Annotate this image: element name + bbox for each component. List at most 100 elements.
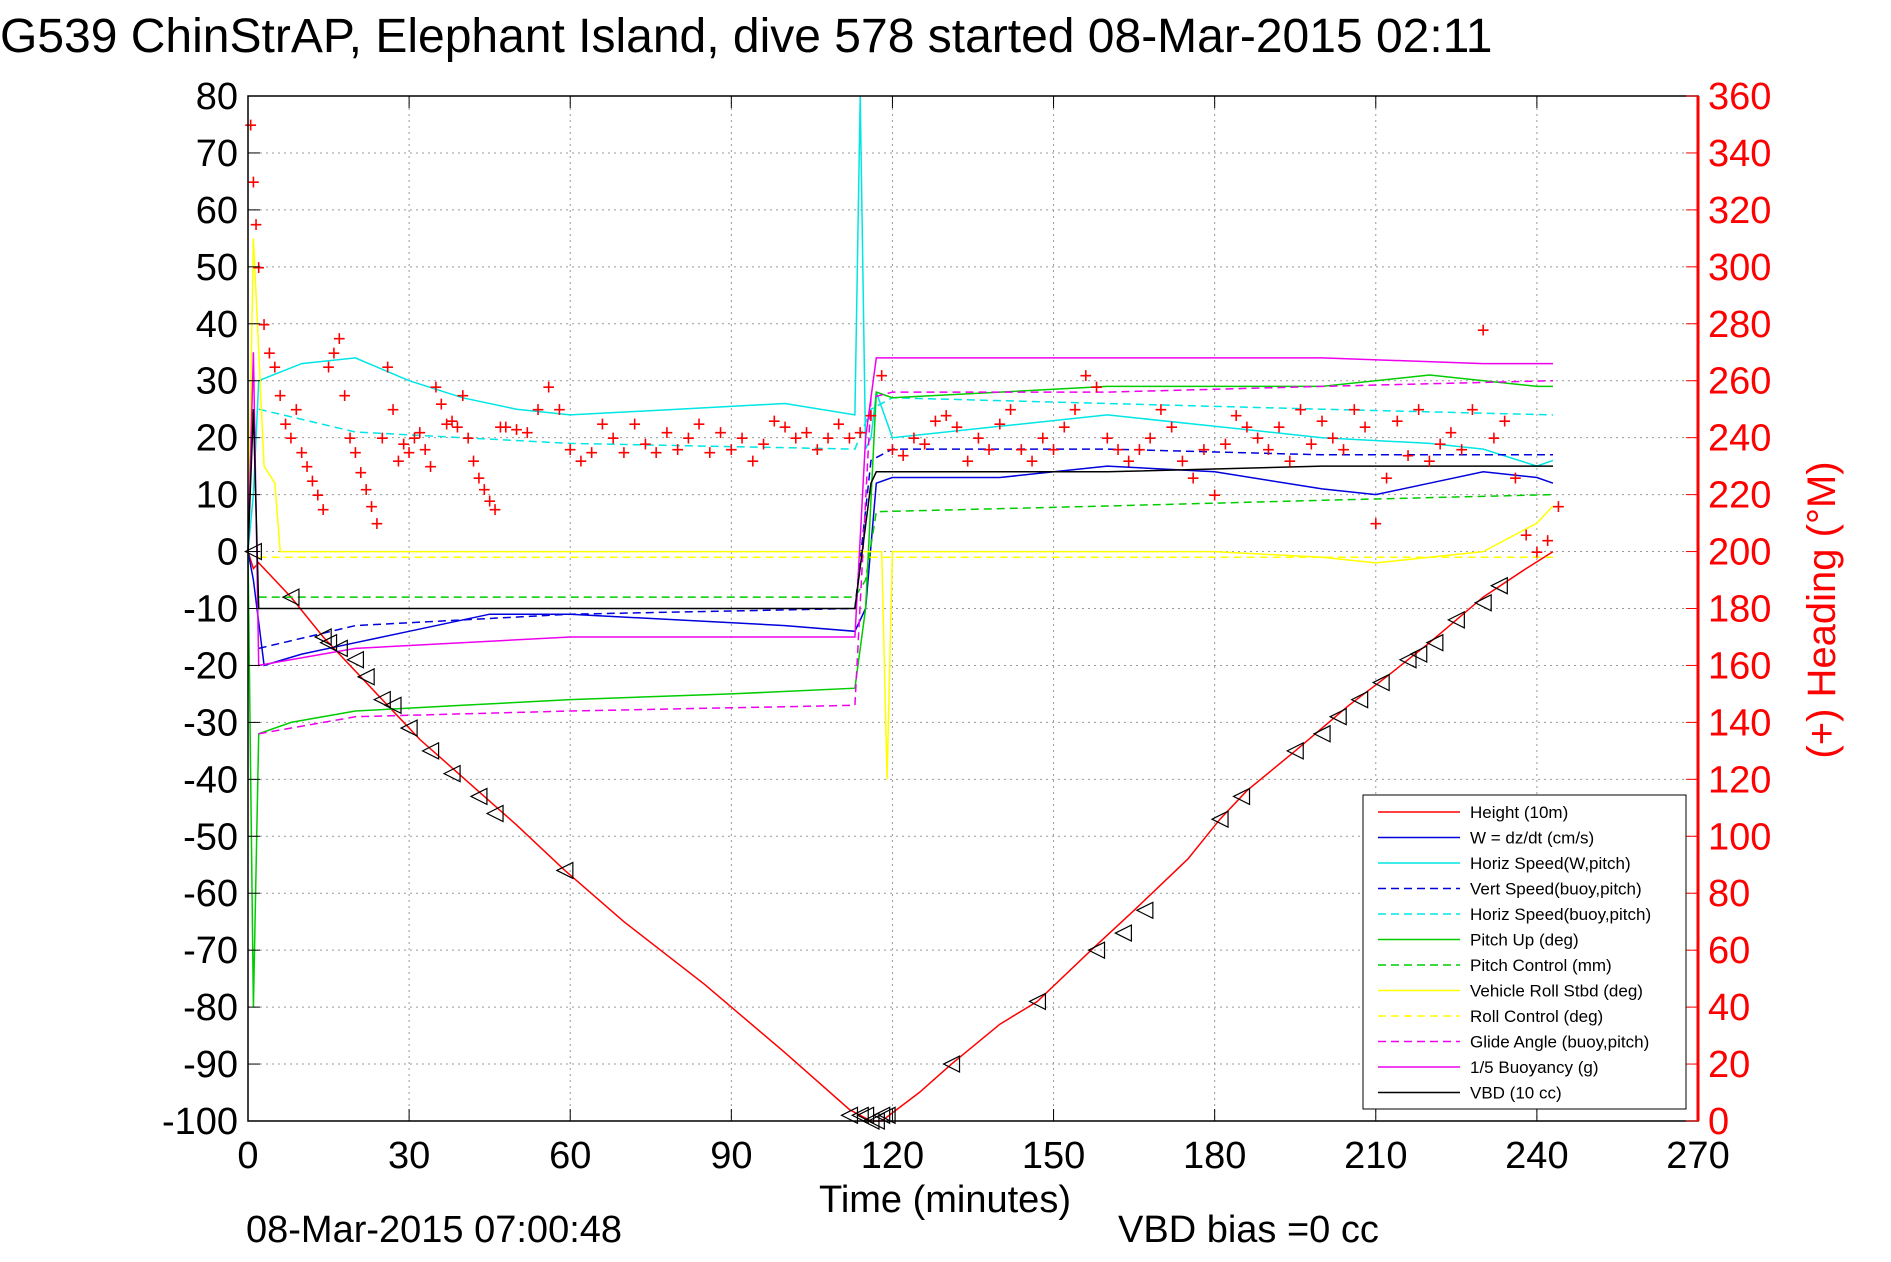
- heading-point: +: [639, 431, 652, 456]
- heading-point: +: [376, 426, 389, 451]
- height-marker: [1312, 724, 1331, 743]
- heading-point: +: [1015, 437, 1028, 462]
- heading-point: +: [1112, 437, 1125, 462]
- x-tick-label: 210: [1344, 1135, 1407, 1177]
- y-tick-label: 70: [196, 133, 238, 175]
- right-y-tick-label: 240: [1708, 418, 1771, 460]
- heading-point: +: [1165, 414, 1178, 439]
- heading-point: +: [1176, 448, 1189, 473]
- heading-point: +: [327, 340, 340, 365]
- height-marker: [1409, 645, 1428, 664]
- heading-point: +: [306, 468, 319, 493]
- heading-point: +: [1326, 426, 1339, 451]
- heading-point: +: [360, 477, 373, 502]
- y-tick-label: 10: [196, 475, 238, 517]
- series-line-6: [258, 493, 1554, 598]
- heading-point: +: [365, 494, 378, 519]
- heading-point: +: [387, 397, 400, 422]
- height-marker: [372, 690, 391, 709]
- heading-point: +: [1283, 448, 1296, 473]
- heading-point: +: [1036, 426, 1049, 451]
- height-marker: [399, 719, 418, 738]
- heading-point: +: [510, 417, 523, 442]
- height-marker: [850, 1106, 869, 1125]
- heading-point: +: [886, 437, 899, 462]
- heading-point: +: [682, 426, 695, 451]
- heading-point: +: [1348, 397, 1361, 422]
- heading-layer: ++++++++++++++++++++++++++++++++++++++++…: [244, 112, 1565, 564]
- x-tick-label: 0: [237, 1135, 258, 1177]
- heading-point: +: [268, 354, 281, 379]
- heading-point: +: [843, 426, 856, 451]
- heading-point: +: [1026, 448, 1039, 473]
- series-line-9: [258, 379, 1554, 735]
- footer-vbd-bias: VBD bias =0 cc: [1118, 1209, 1379, 1251]
- x-tick-label: 240: [1505, 1135, 1568, 1177]
- x-tick-label: 150: [1022, 1135, 1085, 1177]
- right-y-tick-label: 280: [1708, 304, 1771, 346]
- legend-label-10: 1/5 Buoyancy (g): [1470, 1058, 1599, 1077]
- right-y-tick-label: 40: [1708, 987, 1750, 1029]
- heading-point: +: [950, 414, 963, 439]
- heading-point: +: [725, 437, 738, 462]
- right-y-tick-label: 20: [1708, 1044, 1750, 1086]
- heading-point: +: [918, 431, 931, 456]
- heading-point: +: [1445, 420, 1458, 445]
- heading-point: +: [462, 426, 475, 451]
- legend-label-4: Horiz Speed(buoy,pitch): [1470, 905, 1651, 924]
- heading-point: +: [832, 411, 845, 436]
- y-tick-label: -40: [183, 759, 238, 801]
- heading-point: +: [472, 466, 485, 491]
- heading-point: +: [1391, 409, 1404, 434]
- heading-point: +: [875, 363, 888, 388]
- heading-point: +: [1069, 397, 1082, 422]
- heading-point: +: [1230, 403, 1243, 428]
- y-tick-label: -50: [183, 816, 238, 858]
- heading-point: +: [789, 426, 802, 451]
- heading-point: +: [983, 437, 996, 462]
- heading-point: +: [1294, 397, 1307, 422]
- heading-point: +: [800, 420, 813, 445]
- right-y-tick-label: 60: [1708, 930, 1750, 972]
- height-marker: [244, 542, 262, 561]
- height-marker: [1371, 673, 1390, 692]
- y-tick-label: 20: [196, 418, 238, 460]
- heading-point: +: [1101, 426, 1114, 451]
- heading-point: +: [671, 437, 684, 462]
- x-tick-label: 30: [388, 1135, 430, 1177]
- right-y-tick-labels: 3603403203002802602402202001801601401201…: [1686, 76, 1771, 1143]
- heading-point: +: [607, 426, 620, 451]
- y-tick-label: -60: [183, 873, 238, 915]
- heading-point: +: [1316, 409, 1329, 434]
- series-line-3: [258, 448, 1553, 650]
- heading-point: +: [1187, 466, 1200, 491]
- heading-point: +: [499, 414, 512, 439]
- x-tick-label: 180: [1183, 1135, 1246, 1177]
- y-tick-label: 60: [196, 190, 238, 232]
- heading-point: +: [1412, 397, 1425, 422]
- heading-point: +: [961, 448, 974, 473]
- heading-point: +: [446, 409, 459, 434]
- heading-point: +: [285, 426, 298, 451]
- heading-point: +: [1498, 409, 1511, 434]
- heading-point: +: [779, 414, 792, 439]
- heading-point: +: [250, 212, 263, 237]
- height-marker: [1350, 690, 1369, 709]
- heading-point: +: [768, 409, 781, 434]
- height-marker: [319, 633, 338, 652]
- heading-point: +: [822, 426, 835, 451]
- right-y-tick-label: 100: [1708, 816, 1771, 858]
- series-line-10: [247, 352, 1553, 667]
- heading-point: +: [564, 437, 577, 462]
- y-tick-label: 40: [196, 304, 238, 346]
- heading-point: +: [585, 440, 598, 465]
- heading-point: +: [1047, 437, 1060, 462]
- y-tick-label: -90: [183, 1044, 238, 1086]
- heading-point: +: [279, 411, 292, 436]
- heading-point: +: [451, 414, 464, 439]
- heading-point: +: [1058, 414, 1071, 439]
- heading-point: +: [542, 374, 555, 399]
- series-line-7: [247, 238, 1554, 780]
- heading-point: +: [354, 460, 367, 485]
- legend-label-9: Glide Angle (buoy,pitch): [1470, 1033, 1649, 1052]
